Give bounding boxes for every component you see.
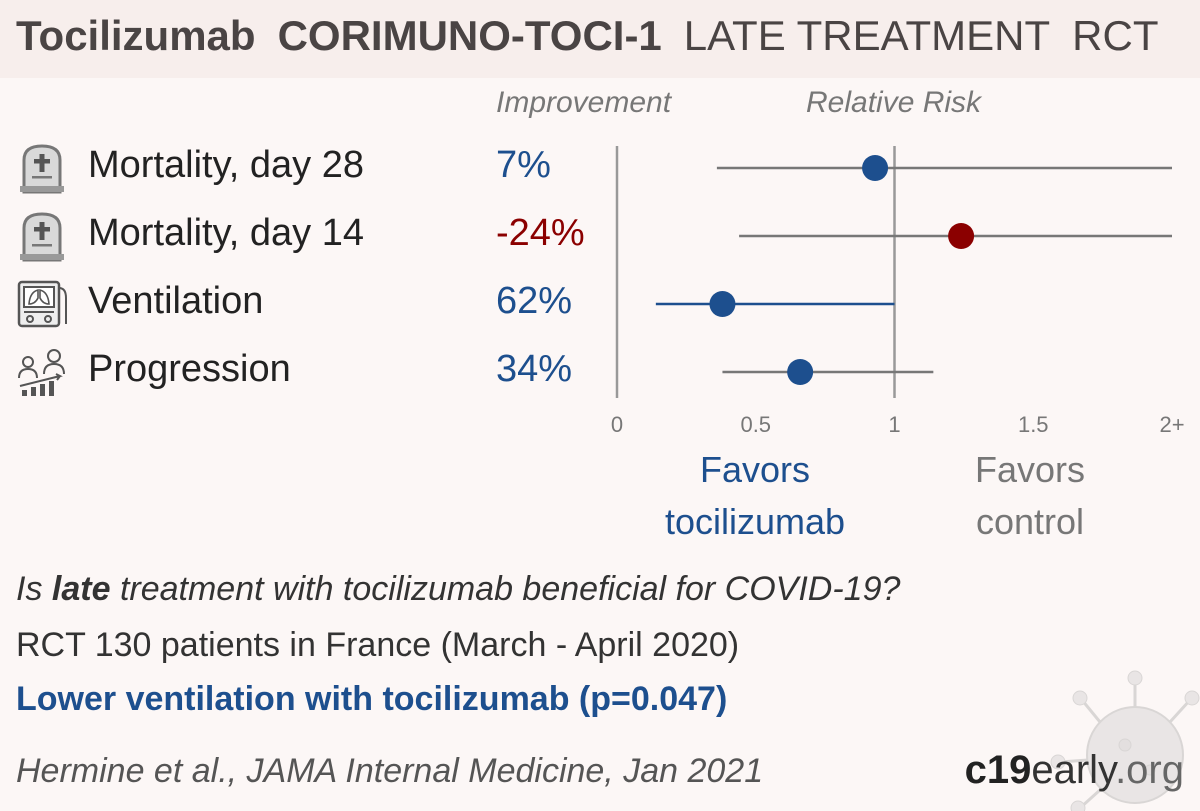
x-tick-label: 1.5	[1018, 412, 1049, 437]
outcome-row-mortality-28: Mortality, day 28 7%	[0, 138, 600, 198]
favors-control-label: Favors control	[974, 449, 1086, 542]
outcome-label: Ventilation	[88, 280, 264, 322]
x-tick-label: 1	[888, 412, 900, 437]
outcome-improvement: 34%	[496, 348, 573, 390]
tombstone-icon	[20, 212, 64, 262]
outcome-improvement: 62%	[496, 280, 573, 322]
x-tick-label: 2+	[1159, 412, 1184, 437]
question-pre: Is	[16, 570, 52, 608]
citation: Hermine et al., JAMA Internal Medicine, …	[16, 752, 764, 790]
improvement-column-header: Improvement	[496, 86, 672, 119]
study-conclusion: Lower ventilation with tocilizumab (p=0.…	[16, 680, 728, 718]
progression-icon	[18, 349, 65, 396]
outcome-row-mortality-14: Mortality, day 14 -24%	[0, 206, 600, 266]
outcome-row-progression: Progression 34%	[0, 342, 600, 402]
treatment-stage: LATE TREATMENT	[683, 12, 1051, 59]
brand-logo: c19early.org	[965, 748, 1184, 793]
drug-name: Tocilizumab	[16, 12, 256, 59]
virus-watermark-icon	[1050, 670, 1200, 811]
tombstone-icon	[20, 144, 64, 194]
point-estimate	[709, 291, 736, 317]
question-post: treatment with tocilizumab beneficial fo…	[110, 570, 901, 608]
relative-risk-column-header: Relative Risk	[806, 86, 982, 119]
trial-name: CORIMUNO-TOCI-1	[277, 12, 662, 59]
outcome-label: Progression	[88, 348, 291, 390]
page-title: Tocilizumab CORIMUNO-TOCI-1 LATE TREATMENT…	[16, 12, 1159, 60]
outcome-row-ventilation: Ventilation 62%	[0, 274, 600, 334]
ventilator-icon	[17, 280, 67, 328]
outcome-improvement: -24%	[496, 212, 585, 254]
brand-early: early	[1031, 748, 1116, 792]
brand-c19: c19	[964, 748, 1032, 792]
study-design: RCT	[1072, 12, 1159, 59]
outcome-improvement: 7%	[496, 144, 551, 186]
point-estimate	[787, 359, 814, 385]
question-bold: late	[51, 570, 111, 608]
x-tick-label: 0	[611, 412, 623, 437]
point-estimate	[948, 223, 975, 249]
x-tick-label: 0.5	[740, 412, 771, 437]
outcome-label: Mortality, day 28	[88, 144, 364, 186]
favors-treatment-label: Favors tocilizumab	[664, 449, 846, 542]
brand-org: .org	[1115, 748, 1184, 792]
study-question: Is late treatment with tocilizumab benef…	[16, 570, 900, 609]
forest-plot: 0 0.5 1 1.5 2+	[611, 146, 1185, 437]
outcome-label: Mortality, day 14	[88, 212, 364, 254]
point-estimate	[862, 155, 889, 181]
study-details: RCT 130 patients in France (March - Apri…	[16, 626, 740, 664]
header-bar: Tocilizumab CORIMUNO-TOCI-1 LATE TREATMENT…	[0, 0, 1200, 78]
